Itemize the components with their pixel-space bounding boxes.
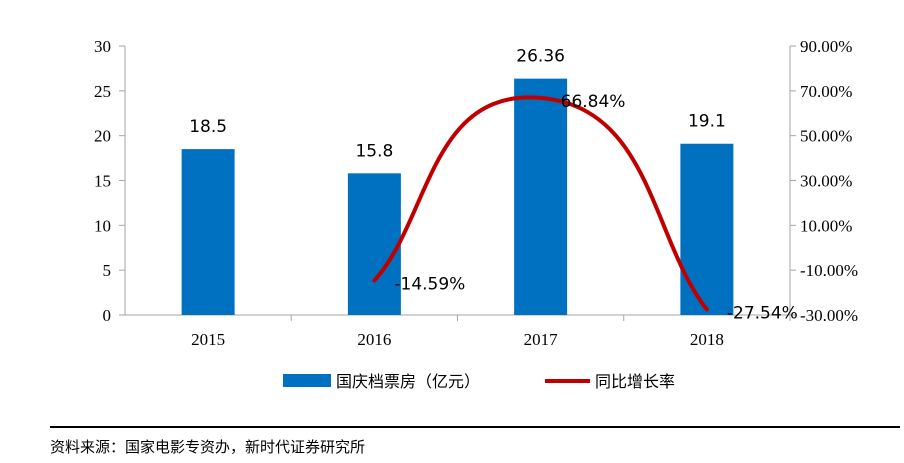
bar bbox=[347, 173, 401, 315]
bar-value-label: 19.1 bbox=[688, 112, 726, 132]
chart: 0 5 10 15 20 25 30 -30.00% -10.00% 10.00% 30.00% 50… bbox=[94, 37, 858, 391]
growth-line bbox=[372, 95, 709, 312]
left-tick-label: 20 bbox=[94, 127, 111, 146]
left-tick-label: 15 bbox=[94, 172, 111, 191]
axes: 0 5 10 15 20 25 30 -30.00% -10.00% 10.00% 30.00% 50… bbox=[94, 37, 858, 349]
bar bbox=[680, 143, 734, 315]
right-tick-label: -10.00% bbox=[800, 261, 858, 280]
left-tick-label: 5 bbox=[103, 261, 112, 280]
x-tick-label: 2018 bbox=[690, 330, 724, 349]
right-tick-label: 90.00% bbox=[800, 37, 852, 56]
bar-value-label: 18.5 bbox=[189, 117, 227, 137]
right-tick-label: 50.00% bbox=[800, 127, 852, 146]
legend-bar-swatch bbox=[283, 374, 331, 387]
bars bbox=[181, 78, 734, 315]
left-tick-label: 25 bbox=[94, 82, 111, 101]
source-note: 资料来源：国家电影专资办，新时代证券研究所 bbox=[50, 426, 900, 457]
bar-value-label: 26.36 bbox=[516, 47, 565, 67]
legend-line-label: 同比增长率 bbox=[595, 372, 675, 391]
legend: 国庆档票房（亿元） 同比增长率 bbox=[283, 372, 675, 391]
left-tick-label: 0 bbox=[103, 306, 112, 325]
growth-value-label: -27.54% bbox=[727, 303, 798, 323]
data-labels: 18.5 15.8 26.36 19.1 -14.59% 66.84% -27.54% bbox=[189, 47, 798, 324]
x-tick-label: 2015 bbox=[191, 330, 225, 349]
growth-value-label: 66.84% bbox=[561, 92, 626, 112]
left-tick-label: 30 bbox=[94, 37, 111, 56]
right-tick-label: -30.00% bbox=[800, 306, 858, 325]
right-tick-label: 10.00% bbox=[800, 216, 852, 235]
left-tick-label: 10 bbox=[94, 216, 111, 235]
x-tick-label: 2017 bbox=[524, 330, 559, 349]
right-tick-label: 30.00% bbox=[800, 172, 852, 191]
bar bbox=[514, 78, 568, 315]
right-tick-label: 70.00% bbox=[800, 82, 852, 101]
bar bbox=[181, 149, 235, 315]
bar-value-label: 15.8 bbox=[355, 141, 393, 161]
growth-value-label: -14.59% bbox=[394, 274, 465, 294]
legend-bar-label: 国庆档票房（亿元） bbox=[336, 372, 480, 391]
x-tick-label: 2016 bbox=[357, 330, 391, 349]
